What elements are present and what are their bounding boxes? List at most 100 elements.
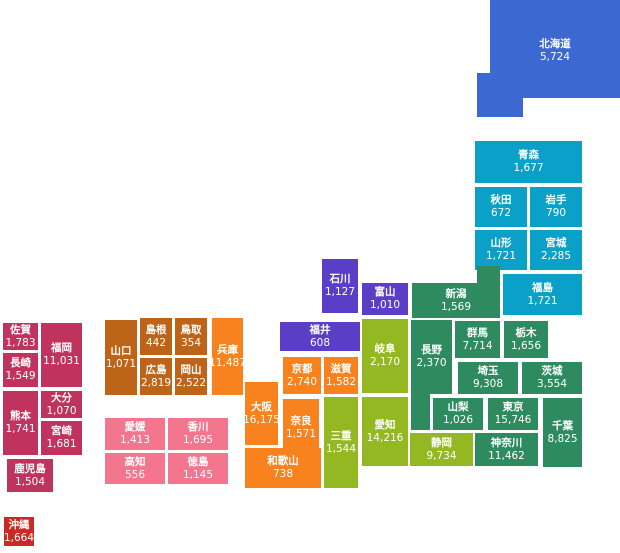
tile-miyazaki[interactable]: 宮崎 1,681: [41, 421, 82, 455]
tile-label: 大阪 16,175: [243, 401, 280, 427]
tile-chiba[interactable]: 千葉 8,825: [543, 398, 582, 467]
tile-shizuoka[interactable]: 静岡 9,734: [410, 433, 473, 466]
tile-saitama[interactable]: 埼玉 9,308: [458, 362, 518, 394]
tile-label: 福島 1,721: [527, 282, 557, 308]
tile-label: 香川 1,695: [183, 421, 213, 447]
prefecture-value: 442: [145, 336, 167, 349]
prefecture-name: 大阪: [251, 400, 272, 413]
prefecture-value: 1,549: [5, 370, 36, 382]
prefecture-value: 1,569: [440, 300, 472, 313]
prefecture-value: 1,677: [513, 162, 544, 174]
tile-shiga[interactable]: 滋賀 1,582: [324, 357, 358, 394]
tile-label: 神奈川 11,462: [488, 437, 525, 463]
tile-kagoshima[interactable]: 鹿児島 1,504: [7, 459, 53, 492]
prefecture-name: 佐賀: [10, 323, 31, 336]
prefecture-name: 福島: [532, 281, 553, 294]
prefecture-name: 鳥取: [180, 323, 202, 336]
prefecture-value: 2,819: [140, 376, 172, 389]
prefecture-name: 埼玉: [477, 365, 499, 377]
tile-label: 岐阜 2,170: [370, 343, 400, 369]
prefecture-value: 3,554: [536, 378, 568, 390]
tile-wakayama[interactable]: 和歌山 738: [245, 448, 321, 488]
tile-aichi[interactable]: 愛知 14,216: [362, 397, 408, 466]
tile-fukushima[interactable]: 福島 1,721: [503, 274, 582, 315]
tile-ehime[interactable]: 愛媛 1,413: [105, 418, 165, 450]
prefecture-name: 熊本: [10, 410, 31, 422]
prefecture-value: 9,308: [472, 378, 504, 390]
tile-hyogo[interactable]: 兵庫 11,487: [209, 318, 246, 395]
tile-gunma[interactable]: 群馬 7,714: [455, 321, 500, 358]
prefecture-name: 福岡: [51, 342, 72, 354]
tile-akita[interactable]: 秋田 672: [475, 187, 527, 227]
prefecture-value: 1,070: [46, 404, 77, 417]
prefecture-name: 大分: [51, 391, 72, 404]
tile-hiroshima[interactable]: 広島 2,819: [140, 358, 172, 395]
prefecture-name: 岡山: [180, 363, 202, 376]
prefecture-name: 長崎: [10, 357, 31, 369]
tile-niigata[interactable]: 新潟 1,569: [412, 266, 500, 318]
tile-kumamoto[interactable]: 熊本 1,741: [3, 391, 38, 455]
tile-okinawa[interactable]: 沖縄 1,664: [4, 517, 34, 546]
prefecture-value: 556: [124, 468, 146, 481]
tile-nagasaki[interactable]: 長崎 1,549: [3, 353, 38, 387]
tile-label: 宮崎 1,681: [46, 425, 76, 451]
tile-saga[interactable]: 佐賀 1,783: [3, 323, 38, 350]
prefecture-value: 1,504: [14, 475, 46, 488]
tile-label: 東京 15,746: [495, 401, 532, 427]
prefecture-name: 岐阜: [374, 343, 396, 355]
tile-iwate[interactable]: 岩手 790: [530, 187, 582, 227]
prefecture-name: 群馬: [467, 326, 488, 339]
tile-kagawa[interactable]: 香川 1,695: [168, 418, 228, 450]
prefecture-name: 秋田: [490, 194, 512, 206]
tile-label: 山梨 1,026: [443, 401, 473, 427]
tile-tottori[interactable]: 鳥取 354: [175, 318, 207, 355]
tile-aomori[interactable]: 青森 1,677: [475, 141, 582, 183]
tile-oita[interactable]: 大分 1,070: [41, 391, 82, 418]
tile-yamagata[interactable]: 山形 1,721: [475, 230, 527, 270]
tile-yamanashi[interactable]: 山梨 1,026: [433, 398, 483, 430]
tile-ibaraki[interactable]: 茨城 3,554: [522, 362, 582, 394]
prefecture-name: 鹿児島: [14, 462, 46, 475]
tile-ishikawa[interactable]: 石川 1,127: [322, 259, 358, 313]
tile-label: 鳥取 354: [181, 324, 202, 350]
tile-kanagawa[interactable]: 神奈川 11,462: [475, 433, 538, 466]
tile-toyama[interactable]: 富山 1,010: [362, 283, 408, 315]
prefecture-value: 1,783: [5, 336, 36, 349]
tile-fukui[interactable]: 福井 608: [280, 322, 360, 351]
prefecture-value: 11,031: [43, 355, 80, 367]
prefecture-value: 11,487: [209, 356, 246, 369]
tile-yamaguchi[interactable]: 山口 1,071: [105, 320, 137, 395]
prefecture-value: 738: [272, 468, 294, 480]
prefecture-name: 山口: [110, 344, 132, 357]
tile-okayama[interactable]: 岡山 2,522: [175, 358, 207, 395]
tile-label: 茨城 3,554: [537, 365, 567, 391]
prefecture-name: 新潟: [445, 287, 467, 300]
prefecture-value: 2,370: [416, 357, 447, 369]
tile-fukuoka[interactable]: 福岡 11,031: [41, 323, 82, 387]
tile-label: 新潟 1,569: [412, 283, 500, 318]
prefecture-value: 8,825: [547, 432, 578, 445]
tile-label: 宮城 2,285: [541, 237, 571, 263]
tile-nara[interactable]: 奈良 1,571: [283, 399, 319, 456]
tile-shimane[interactable]: 島根 442: [140, 318, 172, 355]
prefecture-value: 11,462: [488, 449, 525, 462]
prefecture-value: 16,175: [243, 413, 280, 426]
tile-mie[interactable]: 三重 1,544: [324, 397, 358, 488]
tile-label: 佐賀 1,783: [5, 324, 35, 350]
tile-kochi[interactable]: 高知 556: [105, 453, 165, 484]
tile-osaka[interactable]: 大阪 16,175: [243, 382, 280, 445]
prefecture-value: 1,721: [485, 250, 517, 262]
prefecture-name: 宮城: [545, 237, 567, 249]
tile-kyoto[interactable]: 京都 2,740: [283, 357, 321, 394]
tile-label: 石川 1,127: [325, 273, 355, 299]
tile-label: 兵庫 11,487: [209, 344, 246, 370]
tile-tochigi[interactable]: 栃木 1,656: [504, 321, 548, 358]
tile-tokushima[interactable]: 徳島 1,145: [168, 453, 228, 484]
prefecture-value: 2,740: [286, 375, 318, 388]
tile-gifu[interactable]: 岐阜 2,170: [362, 319, 408, 393]
tile-hokkaido[interactable]: 北海道 5,724: [477, 0, 620, 117]
tile-miyagi[interactable]: 宮城 2,285: [530, 230, 582, 270]
tile-tokyo[interactable]: 東京 15,746: [488, 398, 538, 430]
tile-label: 島根 442: [146, 324, 167, 350]
prefecture-name: 北海道: [539, 38, 571, 50]
